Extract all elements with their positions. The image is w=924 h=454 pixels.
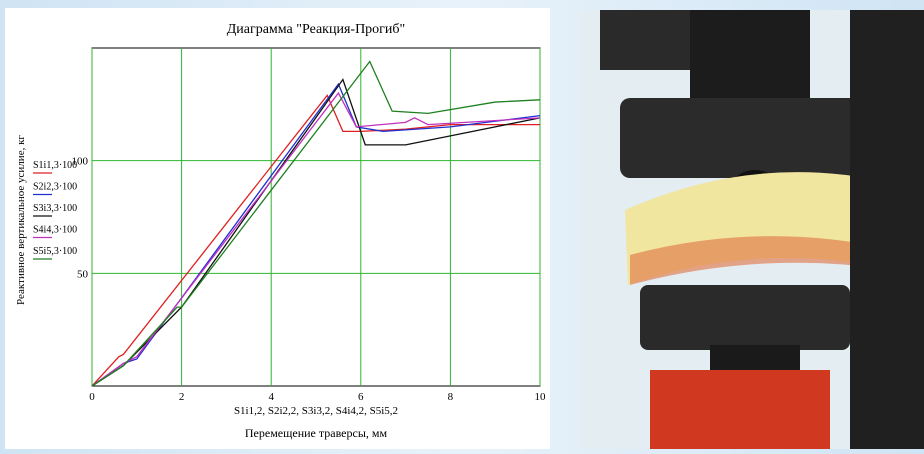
x-tick-label: 6 xyxy=(358,391,364,403)
x-tick-label: 0 xyxy=(89,391,95,403)
x-axis-label: Перемещение траверсы, мм xyxy=(245,426,388,440)
x-annotation: S1i1,2, S2i2,2, S3i3,2, S4i4,2, S5i5,2 xyxy=(234,405,398,417)
legend-label: S3i3,3·100 xyxy=(33,203,77,214)
chart-title: Диаграмма "Реакция-Прогиб" xyxy=(227,22,406,37)
x-tick-label: 8 xyxy=(448,391,454,403)
chart-panel xyxy=(5,8,550,449)
data-line xyxy=(91,60,541,387)
x-tick-label: 4 xyxy=(268,391,274,403)
x-tick-label: 10 xyxy=(535,391,547,403)
y-tick-label: 100 xyxy=(72,156,89,168)
legend-label: S2i2,3·100 xyxy=(33,182,77,193)
legend-label: S5i5,3·100 xyxy=(33,246,77,257)
legend-label: S4i4,3·100 xyxy=(33,225,77,236)
photo xyxy=(578,10,924,449)
y-axis-label: Реактивное вертикальное усилие, кг xyxy=(15,135,27,305)
y-tick-label: 50 xyxy=(77,268,89,280)
data-line xyxy=(91,94,540,387)
x-tick-label: 2 xyxy=(179,391,185,403)
legend-label: S1i1,3·100 xyxy=(33,160,77,171)
